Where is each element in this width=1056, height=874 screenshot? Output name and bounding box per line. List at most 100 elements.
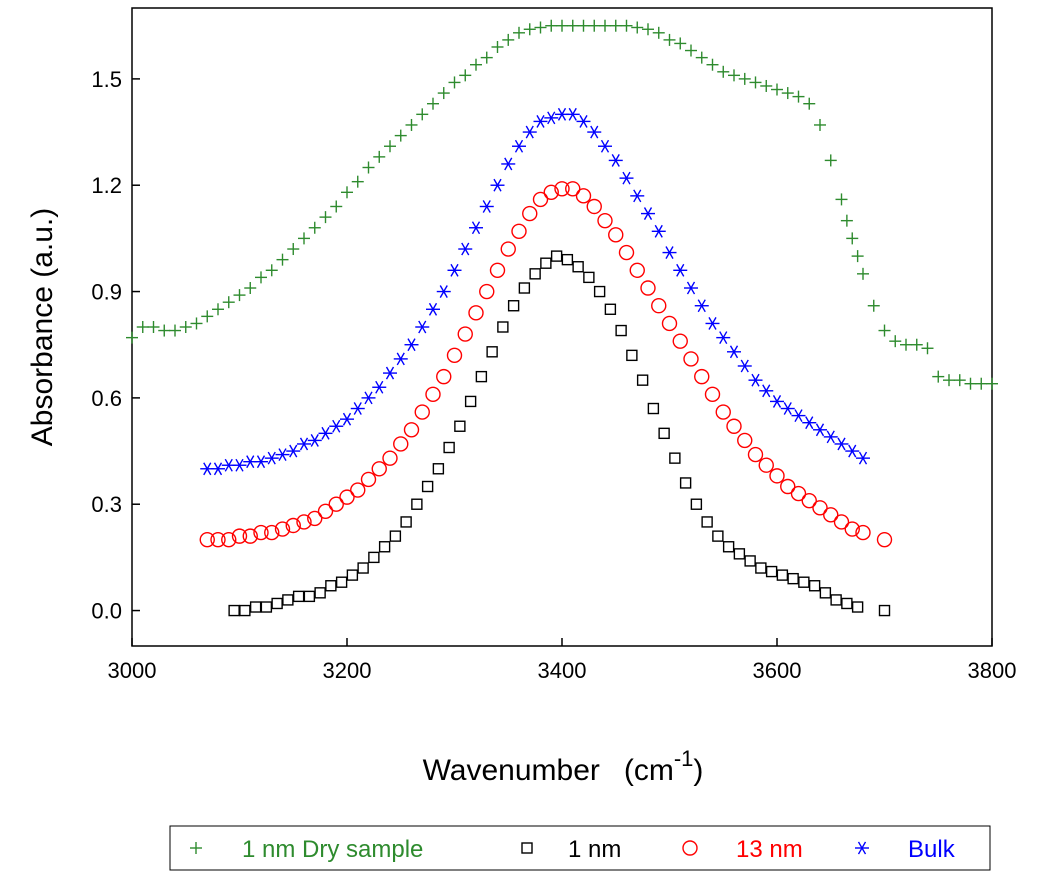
data-point: [701, 516, 713, 528]
series-3: [200, 107, 870, 476]
data-point: [540, 257, 552, 269]
data-point: [384, 140, 396, 153]
data-point: [593, 285, 606, 298]
data-point: [532, 191, 549, 208]
data-point: [368, 551, 380, 564]
data-point: [658, 427, 670, 440]
data-point: [329, 419, 344, 433]
data-point: [716, 331, 731, 345]
data-point: [953, 374, 966, 387]
data-point: [158, 324, 171, 337]
data-point: [350, 482, 366, 498]
data-point: [737, 359, 752, 373]
data-point: [823, 507, 839, 523]
data-point: [588, 19, 601, 32]
data-point: [851, 601, 864, 613]
data-point: [274, 521, 291, 537]
data-point: [608, 153, 623, 167]
data-point: [791, 409, 806, 423]
data-point: [615, 324, 627, 337]
data-point: [221, 531, 237, 548]
data-point: [362, 161, 375, 174]
x-axis-unit-close: ): [693, 754, 703, 787]
legend-label: 1 nm Dry sample: [242, 836, 423, 863]
data-point: [824, 154, 837, 167]
data-point: [846, 232, 859, 245]
data-point: [845, 444, 860, 458]
data-point: [415, 320, 430, 334]
data-point: [629, 262, 645, 278]
data-point: [351, 175, 364, 188]
x-axis-unit-superscript: -1: [674, 746, 694, 771]
data-point: [199, 531, 215, 548]
data-point: [803, 97, 816, 110]
data-point: [780, 478, 796, 495]
data-point: [265, 264, 278, 277]
y-tick-label: 0.0: [91, 599, 122, 624]
data-point: [630, 189, 645, 203]
data-point: [889, 335, 902, 348]
data-point: [684, 281, 698, 295]
data-point: [314, 587, 326, 599]
data-point: [255, 271, 267, 284]
data-point: [317, 503, 334, 520]
data-point: [340, 412, 354, 426]
data-point: [260, 601, 273, 613]
data-point: [512, 139, 526, 153]
x-axis-label-text: Wavenumber: [423, 754, 600, 787]
data-point: [608, 227, 624, 243]
data-point: [513, 26, 525, 39]
data-point: [212, 303, 224, 316]
data-point: [910, 338, 923, 351]
data-point: [694, 299, 709, 313]
data-point: [878, 324, 891, 337]
data-point: [619, 171, 634, 185]
series-2: [199, 181, 893, 548]
data-point: [475, 370, 488, 383]
data-point: [394, 129, 407, 142]
data-point: [651, 298, 667, 314]
data-point: [819, 587, 832, 599]
data-point: [781, 87, 794, 100]
data-point: [823, 430, 838, 444]
data-point: [726, 418, 742, 434]
data-point: [378, 541, 391, 553]
data-point: [497, 321, 509, 333]
data-point: [427, 97, 439, 110]
data-point: [457, 326, 473, 342]
data-point: [426, 302, 440, 316]
data-point: [672, 333, 688, 349]
data-point: [554, 181, 570, 197]
data-point: [425, 386, 441, 403]
data-point: [685, 44, 697, 57]
x-tick-label: 3000: [108, 658, 157, 683]
data-point: [833, 514, 850, 530]
legend-marker: [190, 842, 202, 854]
legend-item: Bulk: [855, 836, 956, 863]
data-point: [575, 188, 592, 204]
data-point: [705, 317, 720, 330]
data-point: [620, 19, 633, 32]
data-point: [147, 321, 160, 333]
data-point: [486, 346, 498, 358]
data-point: [765, 565, 778, 578]
data-point: [242, 528, 258, 544]
data-point: [662, 246, 677, 259]
data-point: [792, 90, 805, 103]
data-point: [770, 395, 784, 408]
data-point: [330, 200, 343, 213]
data-point: [464, 395, 477, 408]
y-axis-label: Absorbance (a.u.): [26, 208, 59, 446]
data-point: [758, 457, 774, 473]
data-point: [550, 250, 563, 262]
data-point: [414, 404, 430, 420]
data-point: [296, 514, 312, 530]
data-point: [728, 69, 740, 82]
data-point: [459, 69, 472, 82]
data-point: [405, 118, 418, 131]
data-point: [373, 150, 386, 163]
data-point: [712, 530, 724, 542]
data-point: [264, 451, 279, 465]
data-point: [851, 250, 864, 263]
data-point: [808, 580, 821, 592]
